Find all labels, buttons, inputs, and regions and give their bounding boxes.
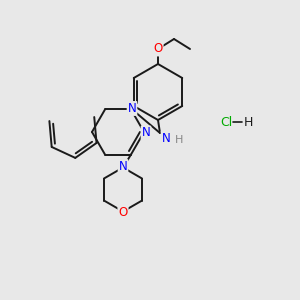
Text: N: N xyxy=(128,102,136,115)
Text: N: N xyxy=(142,127,150,140)
Text: H: H xyxy=(175,135,183,145)
Text: H: H xyxy=(244,116,254,128)
Text: Cl: Cl xyxy=(220,116,232,128)
Text: O: O xyxy=(153,43,163,56)
Text: O: O xyxy=(118,206,127,219)
Text: N: N xyxy=(162,131,170,145)
Text: N: N xyxy=(118,160,127,173)
